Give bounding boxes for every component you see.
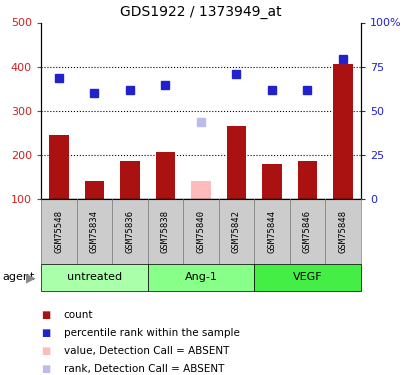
- Bar: [324, 199, 360, 264]
- Bar: [289, 199, 324, 264]
- Text: ▶: ▶: [26, 271, 35, 284]
- Bar: [262, 164, 281, 199]
- Text: ■: ■: [41, 364, 50, 374]
- Text: GSM75848: GSM75848: [338, 210, 347, 253]
- Text: GSM75834: GSM75834: [90, 210, 99, 253]
- Text: percentile rank within the sample: percentile rank within the sample: [63, 328, 239, 338]
- Bar: [147, 264, 254, 291]
- Text: rank, Detection Call = ABSENT: rank, Detection Call = ABSENT: [63, 364, 223, 374]
- Text: GSM75836: GSM75836: [125, 210, 134, 253]
- Bar: [297, 161, 317, 199]
- Text: GSM75840: GSM75840: [196, 210, 205, 253]
- Text: Ang-1: Ang-1: [184, 273, 217, 282]
- Text: GSM75842: GSM75842: [231, 210, 240, 253]
- Text: ■: ■: [41, 310, 50, 320]
- Bar: [41, 264, 147, 291]
- Bar: [147, 199, 183, 264]
- Bar: [333, 64, 352, 199]
- Bar: [155, 152, 175, 199]
- Text: GSM75548: GSM75548: [54, 210, 63, 253]
- Text: GSM75846: GSM75846: [302, 210, 311, 253]
- Text: VEGF: VEGF: [292, 273, 321, 282]
- Text: GSM75844: GSM75844: [267, 210, 276, 253]
- Bar: [49, 135, 68, 199]
- Bar: [41, 199, 76, 264]
- Text: count: count: [63, 310, 93, 320]
- Text: agent: agent: [2, 273, 34, 282]
- Bar: [226, 126, 245, 199]
- Text: ■: ■: [41, 346, 50, 356]
- Bar: [112, 199, 147, 264]
- Bar: [191, 181, 210, 199]
- Bar: [120, 161, 139, 199]
- Bar: [254, 199, 289, 264]
- Bar: [183, 199, 218, 264]
- Bar: [76, 199, 112, 264]
- Bar: [84, 181, 104, 199]
- Text: GSM75838: GSM75838: [160, 210, 169, 253]
- Text: value, Detection Call = ABSENT: value, Detection Call = ABSENT: [63, 346, 228, 356]
- Title: GDS1922 / 1373949_at: GDS1922 / 1373949_at: [120, 5, 281, 19]
- Text: untreated: untreated: [67, 273, 121, 282]
- Text: ■: ■: [41, 328, 50, 338]
- Bar: [218, 199, 254, 264]
- Bar: [254, 264, 360, 291]
